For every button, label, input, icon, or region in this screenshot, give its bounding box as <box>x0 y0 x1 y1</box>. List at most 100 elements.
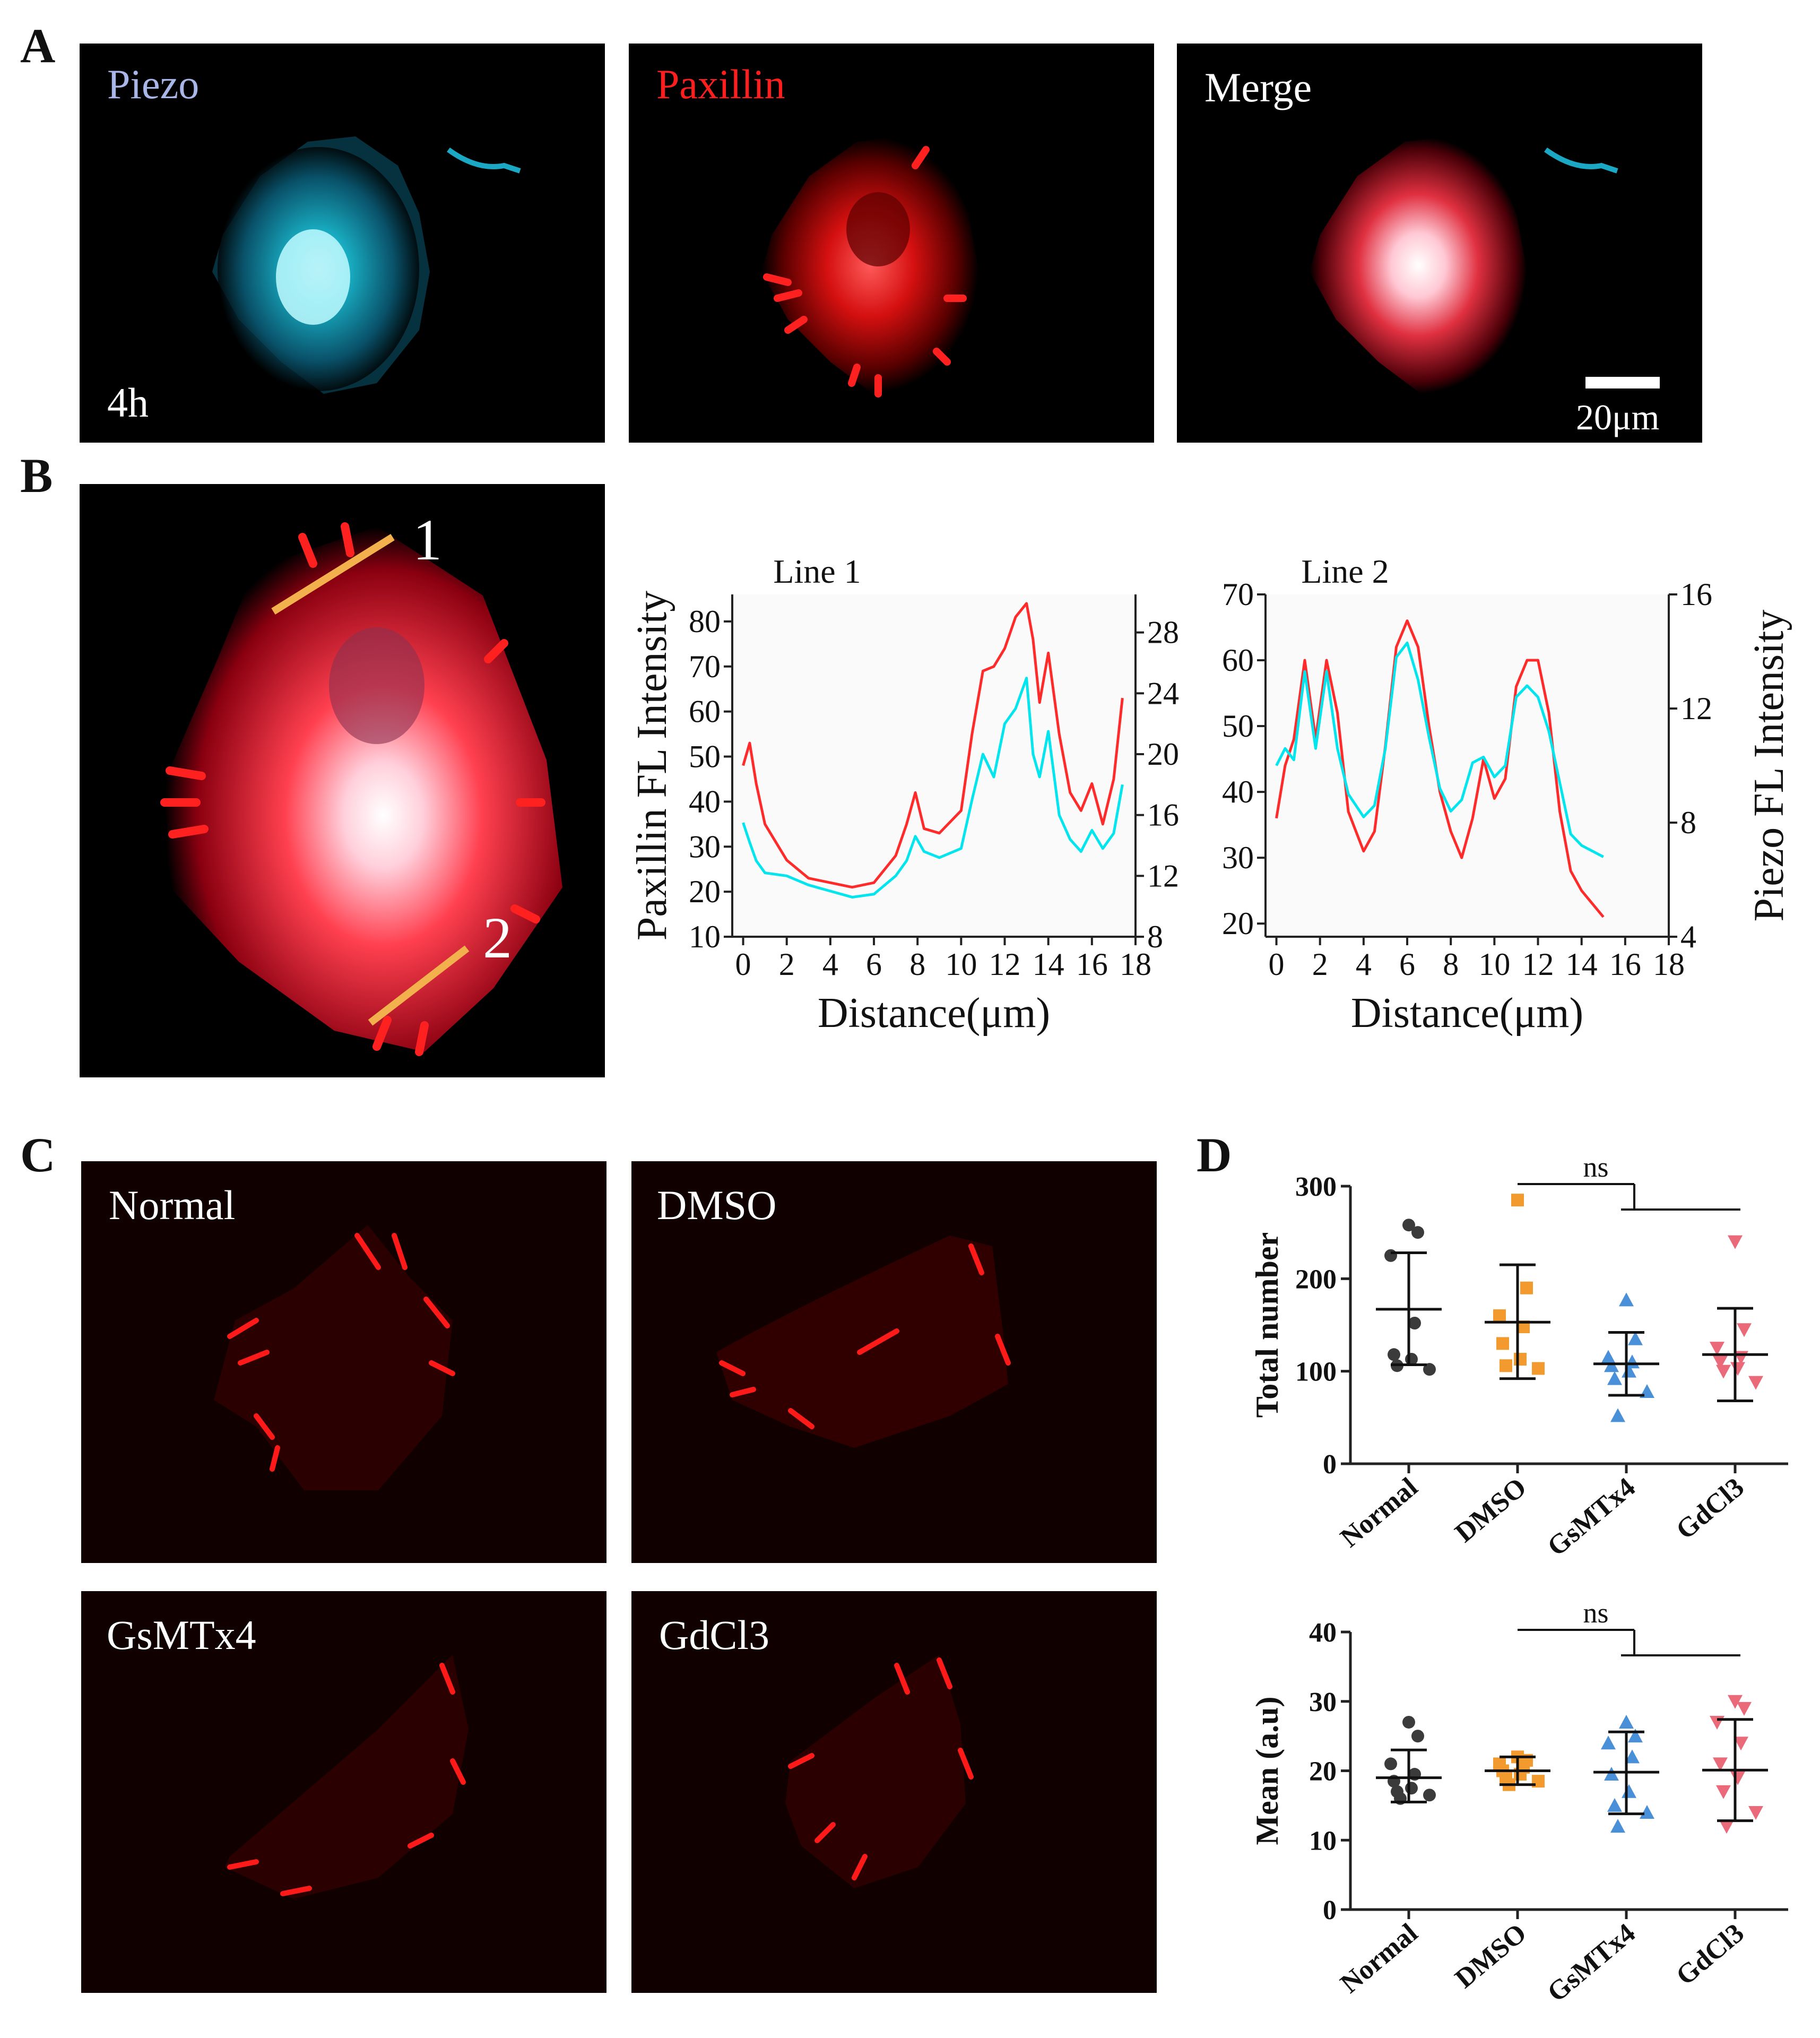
panel-label-b: B <box>20 448 53 503</box>
data-point-normal <box>1408 1317 1421 1330</box>
data-point-dmso <box>1514 1353 1527 1366</box>
condition-gsmtx4-label: GsMTx4 <box>107 1612 256 1658</box>
y-tick-label: 20 <box>689 874 721 909</box>
data-point-normal <box>1405 1782 1418 1795</box>
y-tick-label: 60 <box>1222 643 1254 678</box>
line-scan-image: 1 2 <box>80 484 605 1077</box>
x-tick-label: 12 <box>989 947 1021 982</box>
significance-label: ns <box>1583 1151 1608 1183</box>
x-tick-label: GdCl3 <box>1670 1918 1750 1991</box>
y-tick-label: 70 <box>1222 577 1254 612</box>
x-tick-label: 2 <box>779 947 795 982</box>
x-tick-label: 2 <box>1312 947 1328 982</box>
y-tick-label: 30 <box>1309 1687 1337 1717</box>
gdcl3-image: GdCl3 <box>631 1591 1157 1993</box>
time-label: 4h <box>107 379 149 426</box>
data-point-gsmtx4 <box>1607 1798 1622 1812</box>
condition-dmso-label: DMSO <box>657 1182 777 1228</box>
x-tick-label: Normal <box>1335 1472 1424 1553</box>
gdcl3-text: GdCl3 <box>659 1612 770 1658</box>
x-tick-label: 4 <box>822 947 838 982</box>
data-point-gdcl3 <box>1748 1806 1763 1820</box>
data-point-dmso <box>1511 1194 1524 1207</box>
y2-tick-label: 20 <box>1147 737 1179 772</box>
x-tick-label: 0 <box>735 947 751 982</box>
y-axis-label: Mean (a.u) <box>1250 1697 1285 1845</box>
data-point-normal <box>1402 1219 1415 1232</box>
x-tick-label: 16 <box>1609 947 1641 982</box>
x-tick-label: 0 <box>1269 947 1285 982</box>
chart-title: Line 1 <box>773 552 861 590</box>
x-tick-label: 12 <box>1522 947 1554 982</box>
data-point-gsmtx4 <box>1625 1749 1640 1764</box>
piezo-cell-drawing <box>212 136 521 394</box>
y-tick-label: 100 <box>1295 1357 1337 1387</box>
y-tick-label: 10 <box>1309 1826 1337 1856</box>
data-point-dmso <box>1496 1337 1509 1350</box>
merge-image: Merge 20μm <box>1177 44 1702 443</box>
y-tick-label: 20 <box>1222 906 1254 941</box>
mean-chart: 0 10 20 30 40 Mean (a.u) Normal DMSO GsMTx4 GdCl3… <box>1250 1597 1788 2008</box>
data-point-dmso <box>1500 1359 1512 1372</box>
x-tick-label: DMSO <box>1450 1918 1532 1994</box>
y-tick-label: 0 <box>1323 1449 1337 1480</box>
data-point-gsmtx4 <box>1619 1292 1634 1307</box>
series-line-2 <box>1275 641 1604 858</box>
normal-cell-drawing <box>214 1225 455 1490</box>
data-point-gdcl3 <box>1730 1771 1745 1785</box>
data-point-gdcl3 <box>1710 1715 1724 1730</box>
y-tick-label: 40 <box>689 784 721 819</box>
data-point-gdcl3 <box>1728 1695 1743 1709</box>
gdcl3-cell-drawing <box>785 1655 974 1888</box>
x-tick-label: 8 <box>909 947 925 982</box>
x-tick-label: GsMTx4 <box>1542 1472 1641 1562</box>
data-point-gdcl3 <box>1730 1362 1745 1376</box>
data-point-gsmtx4 <box>1601 1735 1616 1750</box>
data-point-gsmtx4 <box>1619 1714 1634 1729</box>
y-tick-label: 60 <box>689 694 721 729</box>
data-point-gsmtx4 <box>1640 1804 1654 1819</box>
scale-bar <box>1585 377 1660 388</box>
data-point-gsmtx4 <box>1622 1784 1636 1798</box>
y2-tick-label: 8 <box>1147 919 1163 954</box>
data-point-normal <box>1384 1757 1397 1771</box>
normal-image: Normal <box>81 1161 606 1563</box>
plot-area <box>1266 594 1669 937</box>
y2-tick-label: 28 <box>1147 615 1179 650</box>
piezo-image: Piezo 4h <box>80 44 605 443</box>
chart-title: Line 2 <box>1301 552 1389 590</box>
total-number-chart: 0 100 200 300 Total number Normal DMSO GsMTx4 Gd… <box>1250 1151 1788 1562</box>
x-tick-label: 10 <box>1478 947 1510 982</box>
scale-bar-label: 20μm <box>1576 397 1660 437</box>
data-point-normal <box>1423 1789 1436 1802</box>
y-tick-label: 30 <box>1222 840 1254 875</box>
x-tick-label: 8 <box>1443 947 1459 982</box>
x-axis-label: Distance(μm) <box>818 990 1050 1037</box>
y2-tick-label: 4 <box>1680 919 1696 954</box>
data-point-dmso <box>1520 1281 1533 1294</box>
merge-cell-drawing <box>1310 136 1660 394</box>
data-point-gsmtx4 <box>1601 1350 1616 1364</box>
data-point-normal <box>1411 1730 1424 1743</box>
data-point-gdcl3 <box>1719 1820 1734 1834</box>
x-tick-label: 16 <box>1076 947 1108 982</box>
paxillin-cell-drawing <box>761 136 979 398</box>
data-point-dmso <box>1493 1309 1506 1323</box>
data-point-gsmtx4 <box>1607 1371 1622 1385</box>
x-tick-label: 10 <box>945 947 977 982</box>
x-tick-label: 6 <box>1399 947 1415 982</box>
y-tick-label: 50 <box>1222 709 1254 744</box>
data-point-normal <box>1388 1348 1400 1361</box>
y2-tick-label: 8 <box>1680 805 1696 840</box>
x-tick-label: 14 <box>1033 947 1064 982</box>
y2-tick-label: 12 <box>1680 691 1712 726</box>
piezo-label: Piezo <box>107 61 200 107</box>
gsmtx4-cell-drawing <box>224 1655 469 1899</box>
y2-tick-label: 24 <box>1147 676 1179 711</box>
series-line-1 <box>742 602 1124 889</box>
y2-tick-label: 16 <box>1147 798 1179 833</box>
y-tick-label: 50 <box>689 739 721 774</box>
condition-normal-label: Normal <box>109 1182 236 1228</box>
y-tick-label: 300 <box>1295 1172 1337 1202</box>
